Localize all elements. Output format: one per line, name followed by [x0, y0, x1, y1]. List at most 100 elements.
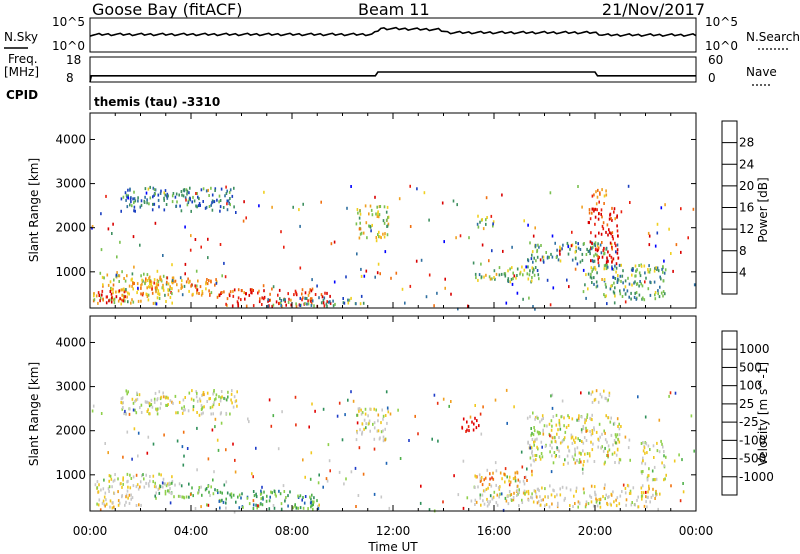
scatter-cell [169, 501, 172, 505]
scatter-cell [272, 414, 275, 418]
scatter-cell [549, 434, 551, 438]
colorbar-tick-label: 24 [739, 157, 754, 171]
scatter-cell [132, 408, 135, 412]
scatter-cell [610, 232, 612, 236]
scatter-cell [603, 264, 606, 268]
scatter-cell [532, 260, 534, 264]
scatter-cell [530, 279, 533, 283]
scatter-cell [409, 284, 412, 288]
frequency-label-1: Freq. [8, 52, 38, 66]
scatter-cell [368, 421, 370, 425]
scatter-cell [280, 230, 282, 234]
scatter-cell [551, 234, 554, 238]
scatter-cell [520, 450, 523, 454]
scatter-cell [674, 391, 677, 395]
scatter-cell [615, 504, 618, 508]
scatter-cell [647, 444, 650, 448]
scatter-cell [103, 276, 105, 280]
scatter-cell [181, 193, 183, 197]
scatter-cell [656, 449, 659, 453]
scatter-cell [416, 187, 418, 191]
scatter-cell [609, 287, 612, 291]
scatter-cell [355, 222, 358, 226]
scatter-cell [515, 276, 517, 280]
scatter-cell [196, 291, 198, 295]
scatter-cell [259, 502, 262, 506]
scatter-cell [183, 284, 186, 288]
scatter-cell [223, 483, 226, 487]
x-tick-label: 00:00 [73, 524, 108, 538]
scatter-cell [134, 199, 137, 203]
scatter-cell [601, 445, 603, 449]
scatter-cell [492, 471, 494, 475]
scatter-cell [655, 477, 658, 481]
scatter-cell [225, 501, 227, 505]
scatter-cell [194, 284, 196, 288]
scatter-cell [483, 489, 486, 493]
scatter-cell [284, 299, 286, 303]
scatter-cell [146, 198, 148, 202]
scatter-cell [240, 298, 242, 302]
scatter-cell [603, 246, 605, 250]
scatter-cell [301, 498, 303, 502]
scatter-cell [571, 258, 574, 262]
scatter-cell [596, 253, 598, 257]
scatter-cell [134, 399, 136, 403]
scatter-cell [232, 405, 235, 409]
scatter-cell [124, 299, 126, 303]
scatter-cell [140, 503, 142, 507]
scatter-cell [350, 470, 353, 474]
scatter-cell [508, 483, 511, 487]
scatter-cell [266, 494, 268, 498]
scatter-cell [169, 296, 172, 299]
scatter-cell [475, 475, 478, 479]
scatter-cell [452, 199, 455, 203]
scatter-cell [269, 298, 271, 302]
scatter-cell [140, 283, 142, 287]
scatter-cell [201, 407, 203, 410]
scatter-cell [508, 475, 511, 479]
scatter-cell [466, 428, 468, 432]
scatter-cell [152, 474, 155, 478]
scatter-cell [540, 498, 543, 502]
scatter-cell [499, 471, 502, 475]
scatter-cell [507, 269, 509, 273]
scatter-cell [188, 495, 190, 499]
scatter-cell [280, 502, 283, 506]
scatter-cell [648, 270, 651, 274]
scatter-cell [480, 275, 483, 279]
scatter-cell [531, 266, 534, 270]
scatter-cell [542, 428, 544, 432]
scatter-cell [220, 411, 222, 415]
scatter-cell [551, 446, 553, 450]
scatter-cell [208, 279, 210, 282]
scatter-cell [593, 209, 595, 213]
scatter-cell [111, 506, 114, 510]
scatter-cell [97, 301, 99, 305]
scatter-cell [212, 492, 215, 496]
scatter-cell [167, 403, 169, 406]
scatter-cell [607, 450, 609, 454]
scatter-cell [247, 417, 249, 421]
scatter-cell [626, 289, 629, 293]
scatter-cell [198, 413, 201, 417]
scatter-cell [311, 503, 313, 507]
scatter-cell [539, 495, 541, 499]
scatter-cell [375, 239, 378, 243]
scatter-cell [550, 394, 552, 398]
y-tick-label: 2000 [55, 424, 86, 438]
scatter-cell [159, 275, 162, 279]
scatter-cell [192, 408, 195, 412]
scatter-cell [519, 272, 521, 276]
scatter-cell [585, 418, 587, 422]
scatter-cell [196, 205, 198, 209]
scatter-cell [615, 441, 617, 445]
noise-right-tick-bottom: 10^0 [705, 39, 738, 53]
scatter-cell [214, 283, 216, 287]
scatter-cell [526, 479, 528, 482]
colorbar-tick-label: 28 [739, 136, 754, 150]
scatter-cell [591, 281, 593, 284]
scatter-cell [659, 492, 661, 496]
scatter-cell [420, 484, 422, 488]
scatter-cell [569, 488, 572, 492]
